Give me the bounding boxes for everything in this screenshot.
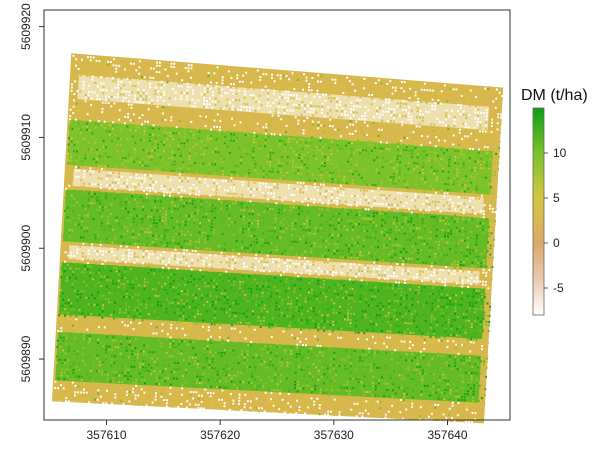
dm-raster — [51, 53, 504, 424]
legend-colorbar — [532, 107, 545, 316]
raster-cells — [248, 366, 251, 368]
crop-strip — [58, 262, 486, 339]
legend: DM (t/ha) 10 5 0 -5 — [521, 87, 588, 316]
crop-strip — [67, 119, 494, 195]
gap-band — [72, 168, 484, 215]
x-tick-label: 357610 — [86, 428, 126, 442]
y-tick-label: 5609910 — [19, 114, 33, 161]
legend-tick-label: 5 — [553, 191, 560, 205]
x-tick-label: 357640 — [427, 428, 467, 442]
raster-cells — [142, 363, 144, 366]
x-tick-label: 357620 — [200, 428, 240, 442]
raster-cells — [71, 330, 74, 333]
crop-strip — [55, 331, 482, 403]
legend-tick-label: 10 — [553, 146, 567, 160]
legend-tick-label: 0 — [553, 236, 560, 250]
x-axis: 357610 357620 357630 357640 — [86, 420, 468, 442]
y-axis: 5609890 5609900 5609910 5609920 — [19, 3, 44, 382]
legend-tick-label: -5 — [553, 281, 564, 295]
raster-cells — [336, 144, 339, 147]
raster-cells — [303, 163, 306, 166]
plot-frame — [43, 9, 511, 421]
raster-cells — [381, 119, 384, 122]
legend-title: DM (t/ha) — [521, 87, 588, 104]
legend-ticks: 10 5 0 -5 — [544, 146, 567, 295]
y-tick-label: 5609920 — [19, 3, 33, 50]
y-tick-label: 5609900 — [19, 225, 33, 272]
gap-band — [68, 245, 480, 285]
x-tick-label: 357630 — [314, 428, 354, 442]
raster-cells — [177, 296, 180, 299]
raster-cells — [222, 170, 225, 173]
raster-cells — [266, 154, 269, 157]
raster-cells — [432, 382, 435, 385]
y-tick-label: 5609890 — [19, 335, 33, 382]
gap-band — [77, 74, 490, 131]
